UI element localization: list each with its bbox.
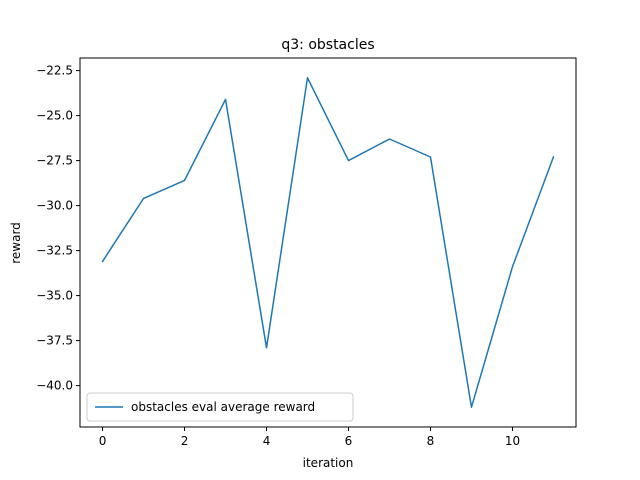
legend-frame	[86, 392, 354, 422]
x-tick-label: 0	[99, 434, 107, 448]
x-tick-label: 10	[505, 434, 520, 448]
y-tick-label: −40.0	[36, 379, 73, 393]
x-tick-label: 4	[263, 434, 271, 448]
y-tick-label: −30.0	[36, 199, 73, 213]
axes-layer	[79, 57, 577, 428]
axes-frame	[79, 57, 577, 428]
y-tick-label: −27.5	[36, 154, 73, 168]
legend: obstacles eval average reward	[86, 392, 354, 422]
chart-title: q3: obstacles	[281, 37, 374, 53]
x-axis-label: iteration	[303, 456, 354, 470]
x-tick-label: 2	[181, 434, 189, 448]
y-tick-label: −32.5	[36, 244, 73, 258]
y-tick-label: −35.0	[36, 289, 73, 303]
y-tick-label: −37.5	[36, 334, 73, 348]
legend-entry-label: obstacles eval average reward	[131, 400, 315, 414]
y-tick-label: −22.5	[36, 64, 73, 78]
y-tick-label: −25.0	[36, 109, 73, 123]
series-layer	[101, 77, 555, 408]
ticks-layer: 0 2 4 6 8 10 −22.5 −25.0 −27.5 −30.0 −32.5 −35.0 −37…	[36, 64, 520, 448]
plot-area	[80, 58, 576, 427]
series-line-0	[101, 77, 555, 408]
y-axis-label: reward	[9, 222, 23, 264]
x-tick-label: 8	[427, 434, 435, 448]
x-tick-label: 6	[345, 434, 353, 448]
